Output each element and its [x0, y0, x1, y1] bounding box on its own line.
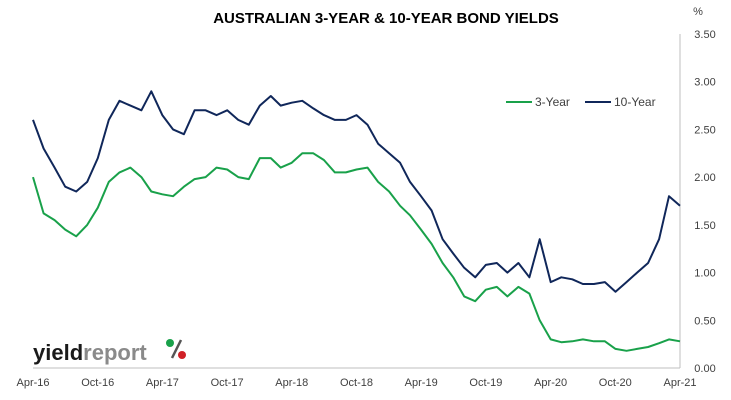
- y-tick-label: 1.00: [694, 268, 715, 280]
- y-tick-label: 2.00: [694, 172, 715, 184]
- y-tick-label: 0.50: [694, 315, 715, 327]
- chart-title: AUSTRALIAN 3-YEAR & 10-YEAR BOND YIELDS: [213, 10, 559, 27]
- yieldreport-logo: yieldreport: [33, 339, 186, 365]
- y-tick-label: 3.50: [694, 29, 715, 41]
- x-tick-label: Oct-17: [211, 377, 244, 389]
- x-tick-label: Apr-21: [663, 377, 696, 389]
- x-tick-label: Apr-20: [534, 377, 567, 389]
- x-tick-label: Apr-17: [146, 377, 179, 389]
- series-line-10-year: [32, 90, 681, 293]
- axes: 0.00 0.50 1.00 1.50 2.00 2.50 3.00 3.50 Apr-16 Oc…: [16, 29, 715, 389]
- logo-word-report: report: [83, 340, 147, 365]
- x-tick-label: Oct-16: [81, 377, 114, 389]
- y-tick-label: 1.50: [694, 220, 715, 232]
- x-tick-label: Apr-19: [405, 377, 438, 389]
- x-tick-label: Oct-18: [340, 377, 373, 389]
- legend: 3-Year 10-Year: [506, 95, 656, 109]
- y-axis-unit: %: [693, 6, 703, 18]
- legend-label-3-year: 3-Year: [535, 95, 570, 109]
- percent-icon: [166, 339, 186, 359]
- legend-label-10-year: 10-Year: [614, 95, 656, 109]
- x-tick-label: Apr-16: [16, 377, 49, 389]
- series-line-3-year: [32, 152, 681, 352]
- y-tick-label: 0.00: [694, 363, 715, 375]
- x-tick-label: Oct-19: [469, 377, 502, 389]
- y-tick-label: 2.50: [694, 124, 715, 136]
- logo-text: yieldreport: [33, 340, 147, 365]
- logo-word-yield: yield: [33, 340, 83, 365]
- x-tick-label: Oct-20: [599, 377, 632, 389]
- x-tick-label: Apr-18: [275, 377, 308, 389]
- y-tick-label: 3.00: [694, 77, 715, 89]
- series-lines: [32, 90, 681, 352]
